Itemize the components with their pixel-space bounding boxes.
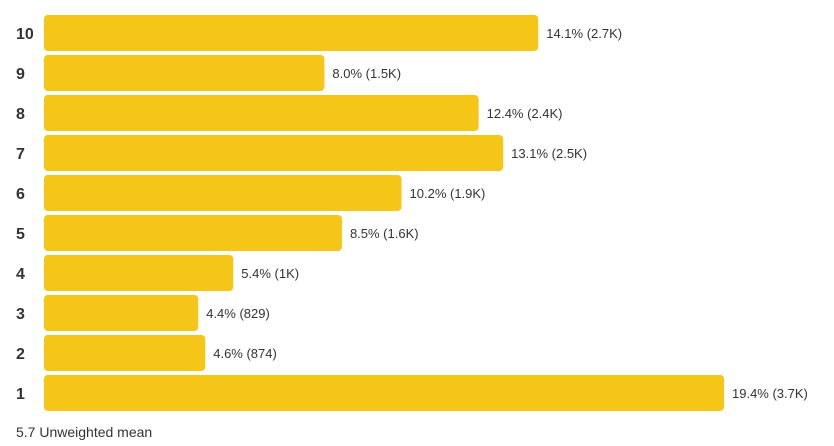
- value-label: 19.4% (3.7K): [732, 386, 808, 401]
- value-label: 10.2% (1.9K): [410, 186, 486, 201]
- bar[interactable]: [44, 295, 199, 331]
- value-label: 8.0% (1.5K): [332, 66, 401, 81]
- category-label: 2: [16, 346, 25, 363]
- bar[interactable]: [44, 175, 402, 211]
- value-label: 8.5% (1.6K): [350, 226, 419, 241]
- unweighted-mean-note: 5.7 Unweighted mean: [16, 424, 153, 440]
- value-label: 4.6% (874): [213, 346, 277, 361]
- value-label: 14.1% (2.7K): [546, 26, 622, 41]
- value-label: 13.1% (2.5K): [511, 146, 587, 161]
- value-label: 12.4% (2.4K): [487, 106, 563, 121]
- value-label: 4.4% (829): [206, 306, 270, 321]
- bar[interactable]: [44, 55, 325, 91]
- category-label: 3: [16, 306, 25, 323]
- category-label: 4: [16, 266, 25, 283]
- category-label: 7: [16, 146, 25, 163]
- category-label: 8: [16, 106, 25, 123]
- bar[interactable]: [44, 15, 539, 51]
- bar[interactable]: [44, 255, 234, 291]
- bar[interactable]: [44, 135, 504, 171]
- category-label: 9: [16, 66, 25, 83]
- category-label: 10: [16, 26, 34, 43]
- bar[interactable]: [44, 335, 206, 371]
- bar[interactable]: [44, 215, 342, 251]
- category-label: 5: [16, 226, 25, 243]
- category-label: 6: [16, 186, 25, 203]
- value-label: 5.4% (1K): [241, 266, 299, 281]
- category-label: 1: [16, 386, 25, 403]
- bar[interactable]: [44, 375, 724, 411]
- bar[interactable]: [44, 95, 479, 131]
- bar-chart: 10 14.1% (2.7K) 9 8.0% (1.5K) 8 12.4% (2.4K) 7…: [16, 15, 808, 411]
